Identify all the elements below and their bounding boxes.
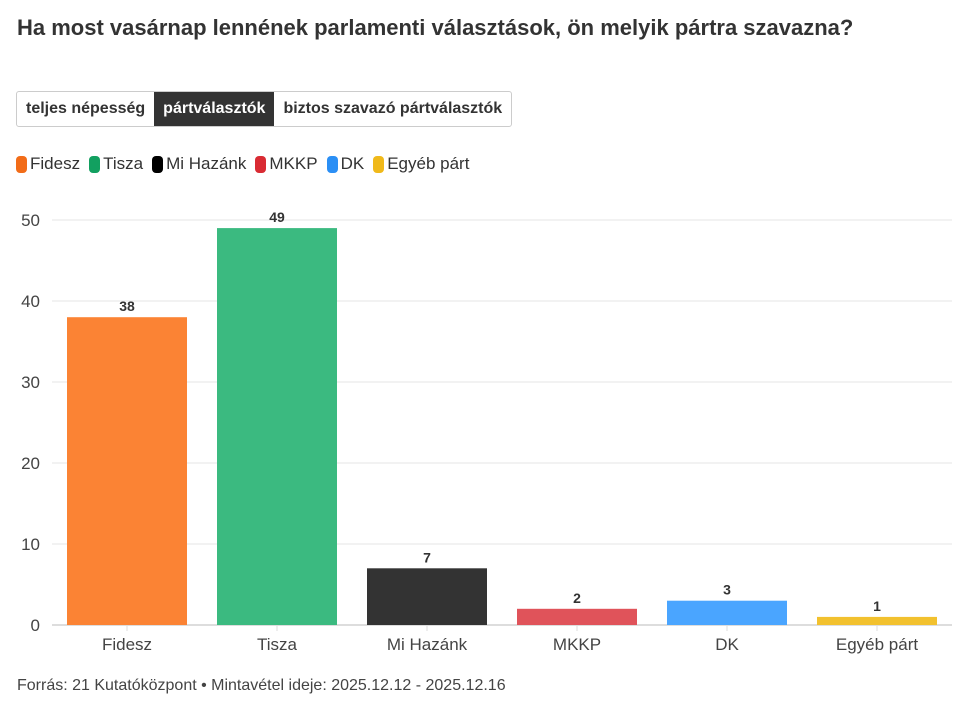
bar-egyéb-párt — [817, 616, 937, 625]
y-tick-label: 0 — [31, 616, 40, 635]
legend-label: Tisza — [103, 154, 144, 173]
y-tick-label: 10 — [21, 535, 40, 554]
y-tick-label: 30 — [21, 373, 40, 392]
legend-label: Egyéb párt — [387, 154, 470, 173]
population-tabs: teljes népesség pártválasztók biztos sza… — [16, 91, 513, 127]
bar-mkkp — [517, 608, 637, 625]
x-tick-label: Mi Hazánk — [387, 635, 468, 654]
legend-label: Mi Hazánk — [166, 154, 247, 173]
tab-partvalasztok[interactable]: pártválasztók — [154, 92, 275, 126]
data-label: 38 — [119, 298, 135, 314]
data-label: 7 — [423, 549, 431, 565]
legend-swatch — [326, 155, 338, 173]
legend-swatch — [89, 155, 101, 173]
x-tick-label: Fidesz — [102, 635, 152, 654]
legend-item[interactable]: MKKP — [255, 154, 318, 174]
legend-swatch — [373, 155, 385, 173]
bar-tisza — [217, 228, 337, 625]
bar-mi-hazánk — [367, 568, 487, 625]
legend: Fidesz Tisza Mi Hazánk MKKP DK Egyéb párt — [16, 154, 469, 174]
legend-item[interactable]: DK — [326, 154, 365, 174]
legend-item[interactable]: Tisza — [89, 154, 143, 174]
legend-swatch — [255, 155, 267, 173]
tab-teljes-nepesseg[interactable]: teljes népesség — [26, 100, 146, 117]
legend-label: DK — [340, 154, 365, 173]
bar-fidesz — [67, 317, 187, 625]
legend-item[interactable]: Fidesz — [16, 154, 80, 174]
legend-item[interactable]: Egyéb párt — [373, 154, 469, 174]
data-label: 2 — [573, 590, 581, 606]
legend-swatch — [16, 155, 27, 173]
x-tick-label: MKKP — [553, 635, 601, 654]
bar-dk — [667, 600, 787, 625]
x-tick-label: DK — [715, 635, 739, 654]
chart-title: Ha most vasárnap lennének parlamenti vál… — [17, 15, 854, 40]
legend-label: Fidesz — [30, 154, 81, 173]
y-tick-label: 50 — [21, 211, 40, 230]
legend-label: MKKP — [269, 154, 318, 173]
y-tick-label: 40 — [21, 292, 40, 311]
source-footer: Forrás: 21 Kutatóközpont • Mintavétel id… — [17, 677, 506, 694]
data-label: 49 — [269, 209, 285, 225]
y-tick-label: 20 — [21, 454, 40, 473]
legend-swatch — [152, 155, 164, 173]
data-label: 1 — [873, 598, 881, 614]
tab-biztos-szavazo[interactable]: biztos szavazó pártválasztók — [283, 100, 503, 117]
x-tick-label: Egyéb párt — [836, 635, 918, 654]
legend-item[interactable]: Mi Hazánk — [152, 154, 246, 174]
data-label: 3 — [723, 582, 731, 598]
x-tick-label: Tisza — [257, 635, 298, 654]
